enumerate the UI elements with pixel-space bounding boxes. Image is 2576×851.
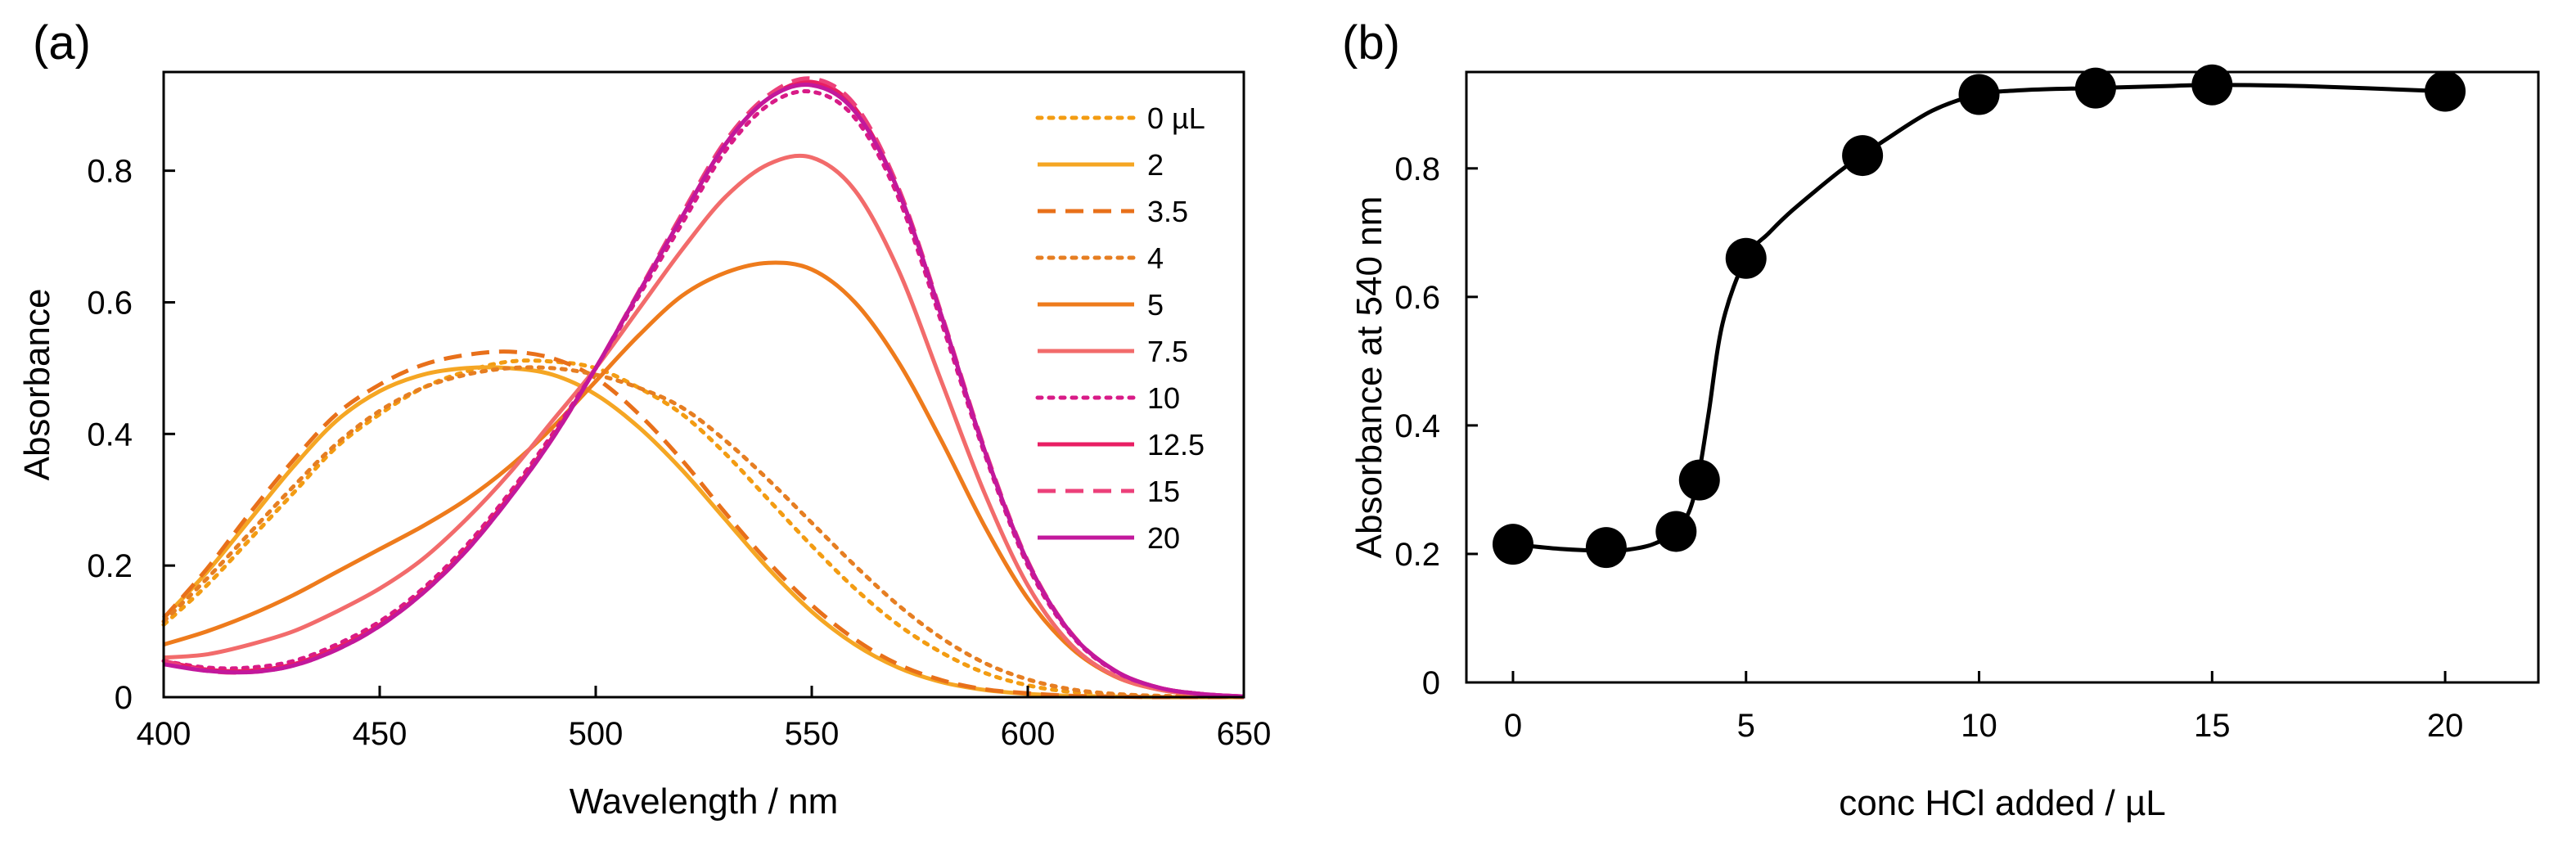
legend-label-15: 15 <box>1147 475 1180 508</box>
y-tick-label: 0.2 <box>87 548 133 584</box>
spectrum-line-0-l <box>161 358 1246 700</box>
data-point <box>1585 527 1627 569</box>
y-tick-label: 0.6 <box>1394 280 1440 316</box>
panel-b-y-axis-title: Absorbance at 540 nm <box>1349 196 1389 559</box>
x-tick-label: 5 <box>1737 708 1755 744</box>
data-point <box>1842 135 1884 177</box>
panel-a-plot-frame <box>162 70 1245 699</box>
x-tick-label: 400 <box>137 716 191 752</box>
spectrum-line-4 <box>161 365 1246 700</box>
x-tick-label: 450 <box>353 716 408 752</box>
panel-a-label: (a) <box>33 16 91 70</box>
panel-b-label: (b) <box>1342 16 1400 70</box>
data-point <box>1655 511 1697 552</box>
y-tick-label: 0.4 <box>87 416 133 453</box>
x-tick-label: 550 <box>785 716 840 752</box>
panel-b-fit-curve <box>1512 83 2446 553</box>
spectrum-line-15 <box>163 76 1245 699</box>
x-tick-label: 650 <box>1217 716 1272 752</box>
legend-label-10: 10 <box>1147 381 1180 415</box>
x-tick-label: 20 <box>2427 708 2464 744</box>
y-tick-label: 0.8 <box>87 154 133 190</box>
y-tick-label: 0 <box>1422 665 1440 701</box>
panel-a-x-axis-title: Wavelength / nm <box>570 781 839 822</box>
legend-label-0-l: 0 µL <box>1147 101 1205 135</box>
panel-b-absorbance-vs-hcl: (b) 0 5 10 15 20 0 0.2 0.4 0.6 0.8 conc HCl adde… <box>1342 16 2540 823</box>
legend-label-3-5: 3.5 <box>1147 195 1188 228</box>
spectrum-line-7-5 <box>163 153 1245 699</box>
panel-a-y-axis-title: Absorbance <box>17 289 57 481</box>
spectrum-line-3-5 <box>162 349 1244 700</box>
legend-label-4: 4 <box>1147 241 1164 275</box>
y-tick-label: 0.2 <box>1394 537 1440 573</box>
panel-b-plot-frame <box>1465 70 2540 684</box>
panel-a-legend: 0 µL 2 3.5 4 5 7.5 10 12.5 15 20 <box>1035 101 1205 555</box>
legend-label-20: 20 <box>1147 521 1180 555</box>
x-tick-label: 15 <box>2194 708 2231 744</box>
panel-b-data-points <box>1492 64 2466 569</box>
legend-label-5: 5 <box>1147 288 1164 322</box>
data-point <box>1958 74 2000 115</box>
x-tick-label: 10 <box>1961 708 1997 744</box>
y-tick-label: 0.4 <box>1394 408 1440 444</box>
data-point <box>2425 70 2466 112</box>
legend-label-12-5: 12.5 <box>1147 428 1205 462</box>
spectrum-line-20 <box>163 83 1245 699</box>
panel-a-x-ticks: 400 450 500 550 600 650 <box>137 686 1272 752</box>
y-tick-label: 0.6 <box>87 285 133 321</box>
panel-a-y-ticks: 0 0.2 0.4 0.6 0.8 <box>87 154 175 716</box>
panel-b-x-ticks: 0 5 10 15 20 <box>1504 671 2464 744</box>
data-point <box>2074 67 2116 109</box>
data-point <box>1725 237 1767 279</box>
data-point <box>1678 459 1720 501</box>
spectrum-line-5 <box>163 260 1245 699</box>
y-tick-label: 0 <box>115 680 133 716</box>
panel-b-y-ticks: 0 0.2 0.4 0.6 0.8 <box>1394 151 1478 701</box>
legend-label-7-5: 7.5 <box>1147 335 1188 368</box>
x-tick-label: 0 <box>1504 708 1522 744</box>
legend-label-2: 2 <box>1147 148 1164 182</box>
x-tick-label: 500 <box>569 716 624 752</box>
data-point <box>1492 524 1533 565</box>
panel-a-series-group <box>161 76 1246 700</box>
y-tick-label: 0.8 <box>1394 151 1440 187</box>
panel-b-x-axis-title: conc HCl added / µL <box>1839 783 2166 823</box>
panel-a-absorbance-spectra: (a) 400 450 500 550 600 650 0 0.2 0.4 0.6 0.8 Wav… <box>17 16 1271 822</box>
data-point <box>2191 64 2233 106</box>
x-tick-label: 600 <box>1001 716 1056 752</box>
